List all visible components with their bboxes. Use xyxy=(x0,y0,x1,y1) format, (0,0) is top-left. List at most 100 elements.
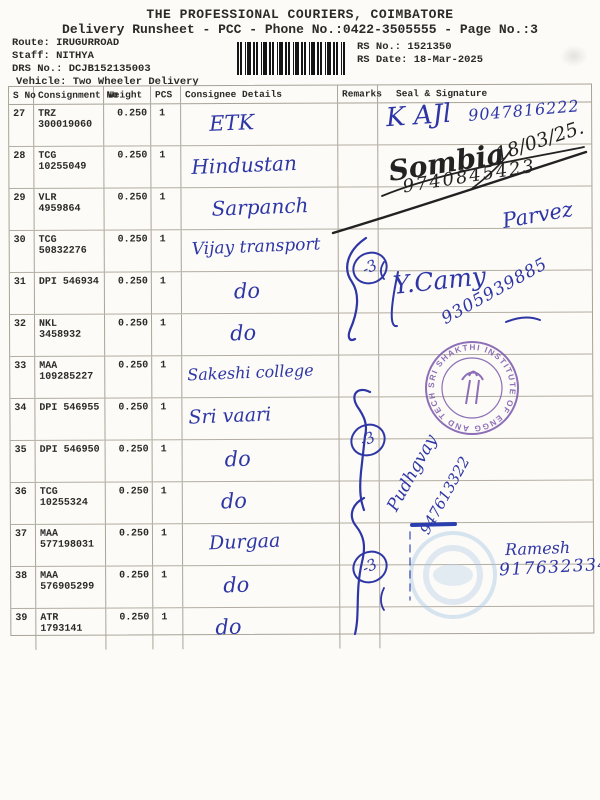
cell-sno: 29 xyxy=(9,188,35,230)
cell-consignment-no: TCG 10255049 xyxy=(34,146,105,188)
cell-pcs: 1 xyxy=(152,524,184,566)
col-header-remarks: Remarks xyxy=(338,85,382,103)
col-header-consignee: Consignee Details xyxy=(181,85,339,104)
cell-consignee-details: Durgaa xyxy=(182,523,341,566)
cell-remarks xyxy=(338,313,380,355)
cell-sno: 38 xyxy=(11,566,37,608)
cell-pcs: 1 xyxy=(151,146,182,188)
handwritten-consignee: do xyxy=(222,572,250,598)
cell-remarks xyxy=(338,187,379,229)
cell-consignee-details: do xyxy=(181,271,339,314)
handwritten-consignee: Sakeshi college xyxy=(186,360,314,385)
cell-consignee-details: Sri vaari xyxy=(182,397,340,440)
cell-seal-signature xyxy=(379,228,592,270)
cell-remarks xyxy=(339,355,380,397)
cell-consignee-details: Sakeshi college xyxy=(182,355,340,398)
cell-sno: 34 xyxy=(10,398,36,440)
cell-remarks xyxy=(339,481,380,523)
table-row: 32 NKL 3458932 0.250 1 do xyxy=(9,312,593,357)
signature-kaj: K AJl xyxy=(385,98,453,134)
cell-pcs: 1 xyxy=(152,398,183,440)
cell-consignee-details: Vijay transport xyxy=(181,229,339,272)
cell-consignment-no: NKL 3458932 xyxy=(34,314,106,356)
table-row: 33 MAA 109285227 0.250 1 Sakeshi college xyxy=(10,354,593,399)
cell-pcs: 1 xyxy=(153,566,184,608)
cell-consignee-details: do xyxy=(182,481,340,524)
cell-sno: 28 xyxy=(9,146,35,188)
cell-consignee-details: Hindustan xyxy=(181,145,339,188)
handwritten-consignee: do xyxy=(214,614,242,640)
cell-pcs: 1 xyxy=(153,608,184,650)
cell-consignee-details: ETK xyxy=(181,103,339,146)
handwritten-consignee: ETK xyxy=(208,110,255,136)
cell-weight: 0.250 xyxy=(104,230,152,272)
cell-sno: 39 xyxy=(11,608,37,650)
signature-ramesh: Ramesh xyxy=(504,537,571,560)
cell-consignment-no: DPI 546950 xyxy=(35,440,106,482)
scan-smudge xyxy=(560,45,588,67)
cell-pcs: 1 xyxy=(152,356,183,398)
cell-consignment-no: MAA 577198031 xyxy=(35,524,107,566)
cell-weight: 0.250 xyxy=(104,146,152,188)
cell-pcs: 1 xyxy=(151,104,182,146)
cell-consignment-no: MAA 109285227 xyxy=(35,356,106,398)
cell-consignee-details: do xyxy=(181,313,340,356)
cell-weight: 0.250 xyxy=(106,608,154,650)
cell-weight: 0.250 xyxy=(104,104,152,146)
col-header-consignment: Consignment No xyxy=(34,86,118,104)
cell-weight: 0.250 xyxy=(104,314,153,356)
cell-consignee-details: do xyxy=(183,565,341,608)
cell-seal-signature xyxy=(380,606,593,648)
cell-consignee-details: Sarpanch xyxy=(181,187,339,230)
cell-weight: 0.250 xyxy=(105,524,154,566)
company-title: THE PROFESSIONAL COURIERS, COIMBATORE xyxy=(146,7,454,22)
cell-consignment-no: TCG 50832276 xyxy=(34,230,105,272)
cell-weight: 0.250 xyxy=(105,398,153,440)
cell-consignment-no: TCG 10255324 xyxy=(35,482,106,524)
cell-weight: 0.250 xyxy=(104,272,152,314)
cell-consignment-no: DPI 546934 xyxy=(34,272,105,314)
runsheet-subtitle: Delivery Runsheet - PCC - Phone No.:0422… xyxy=(62,22,538,37)
cell-weight: 0.250 xyxy=(105,356,153,398)
handwritten-consignee: Vijay transport xyxy=(191,234,321,260)
cell-weight: 0.250 xyxy=(105,440,153,482)
rs-no-line: RS No.: 1521350 xyxy=(357,41,452,53)
handwritten-consignee: Hindustan xyxy=(190,150,298,180)
cell-sno: 33 xyxy=(10,356,36,398)
cell-pcs: 1 xyxy=(152,482,183,524)
col-header-weight: Weight xyxy=(104,86,152,104)
cell-sno: 32 xyxy=(9,314,36,356)
cell-consignee-details: do xyxy=(182,439,340,482)
cell-seal-signature xyxy=(379,354,592,396)
cell-remarks xyxy=(338,103,379,145)
handwritten-consignee: Durgaa xyxy=(208,529,281,555)
col-header-pcs: PCS xyxy=(151,86,182,104)
route-line: Route: IRUGURROAD xyxy=(12,37,120,49)
cell-consignment-no: ATR 1793141 xyxy=(36,608,107,650)
table-row: 36 TCG 10255324 0.250 1 do xyxy=(10,480,593,525)
cell-remarks xyxy=(340,607,381,649)
cell-sno: 31 xyxy=(9,272,35,314)
cell-pcs: 1 xyxy=(151,272,182,314)
vehicle-line: Vehicle: Two Wheeler Delivery xyxy=(16,76,199,88)
table-row: 30 TCG 50832276 0.250 1 Vijay transport xyxy=(9,228,592,273)
staff-line: Staff: NITHYA xyxy=(12,50,94,62)
table-row: 35 DPI 546950 0.250 1 do xyxy=(10,438,593,483)
cell-seal-signature xyxy=(379,396,592,438)
handwritten-consignee: do xyxy=(229,320,257,346)
cell-pcs: 1 xyxy=(151,230,182,272)
cell-sno: 37 xyxy=(10,524,37,566)
cell-pcs: 1 xyxy=(151,314,183,356)
col-header-sno: S No xyxy=(9,86,36,104)
cell-weight: 0.250 xyxy=(106,566,154,608)
cell-seal-signature xyxy=(379,312,592,354)
cell-consignment-no: DPI 546955 xyxy=(35,398,106,440)
barcode xyxy=(237,42,345,75)
cell-sno: 27 xyxy=(9,104,35,146)
cell-weight: 0.250 xyxy=(104,188,152,230)
cell-sno: 30 xyxy=(9,230,35,272)
handwritten-consignee: Sri vaari xyxy=(188,403,272,429)
table-row: 39 ATR 1793141 0.250 1 do xyxy=(11,606,593,650)
cell-consignment-no: VLR 4959864 xyxy=(34,188,105,230)
